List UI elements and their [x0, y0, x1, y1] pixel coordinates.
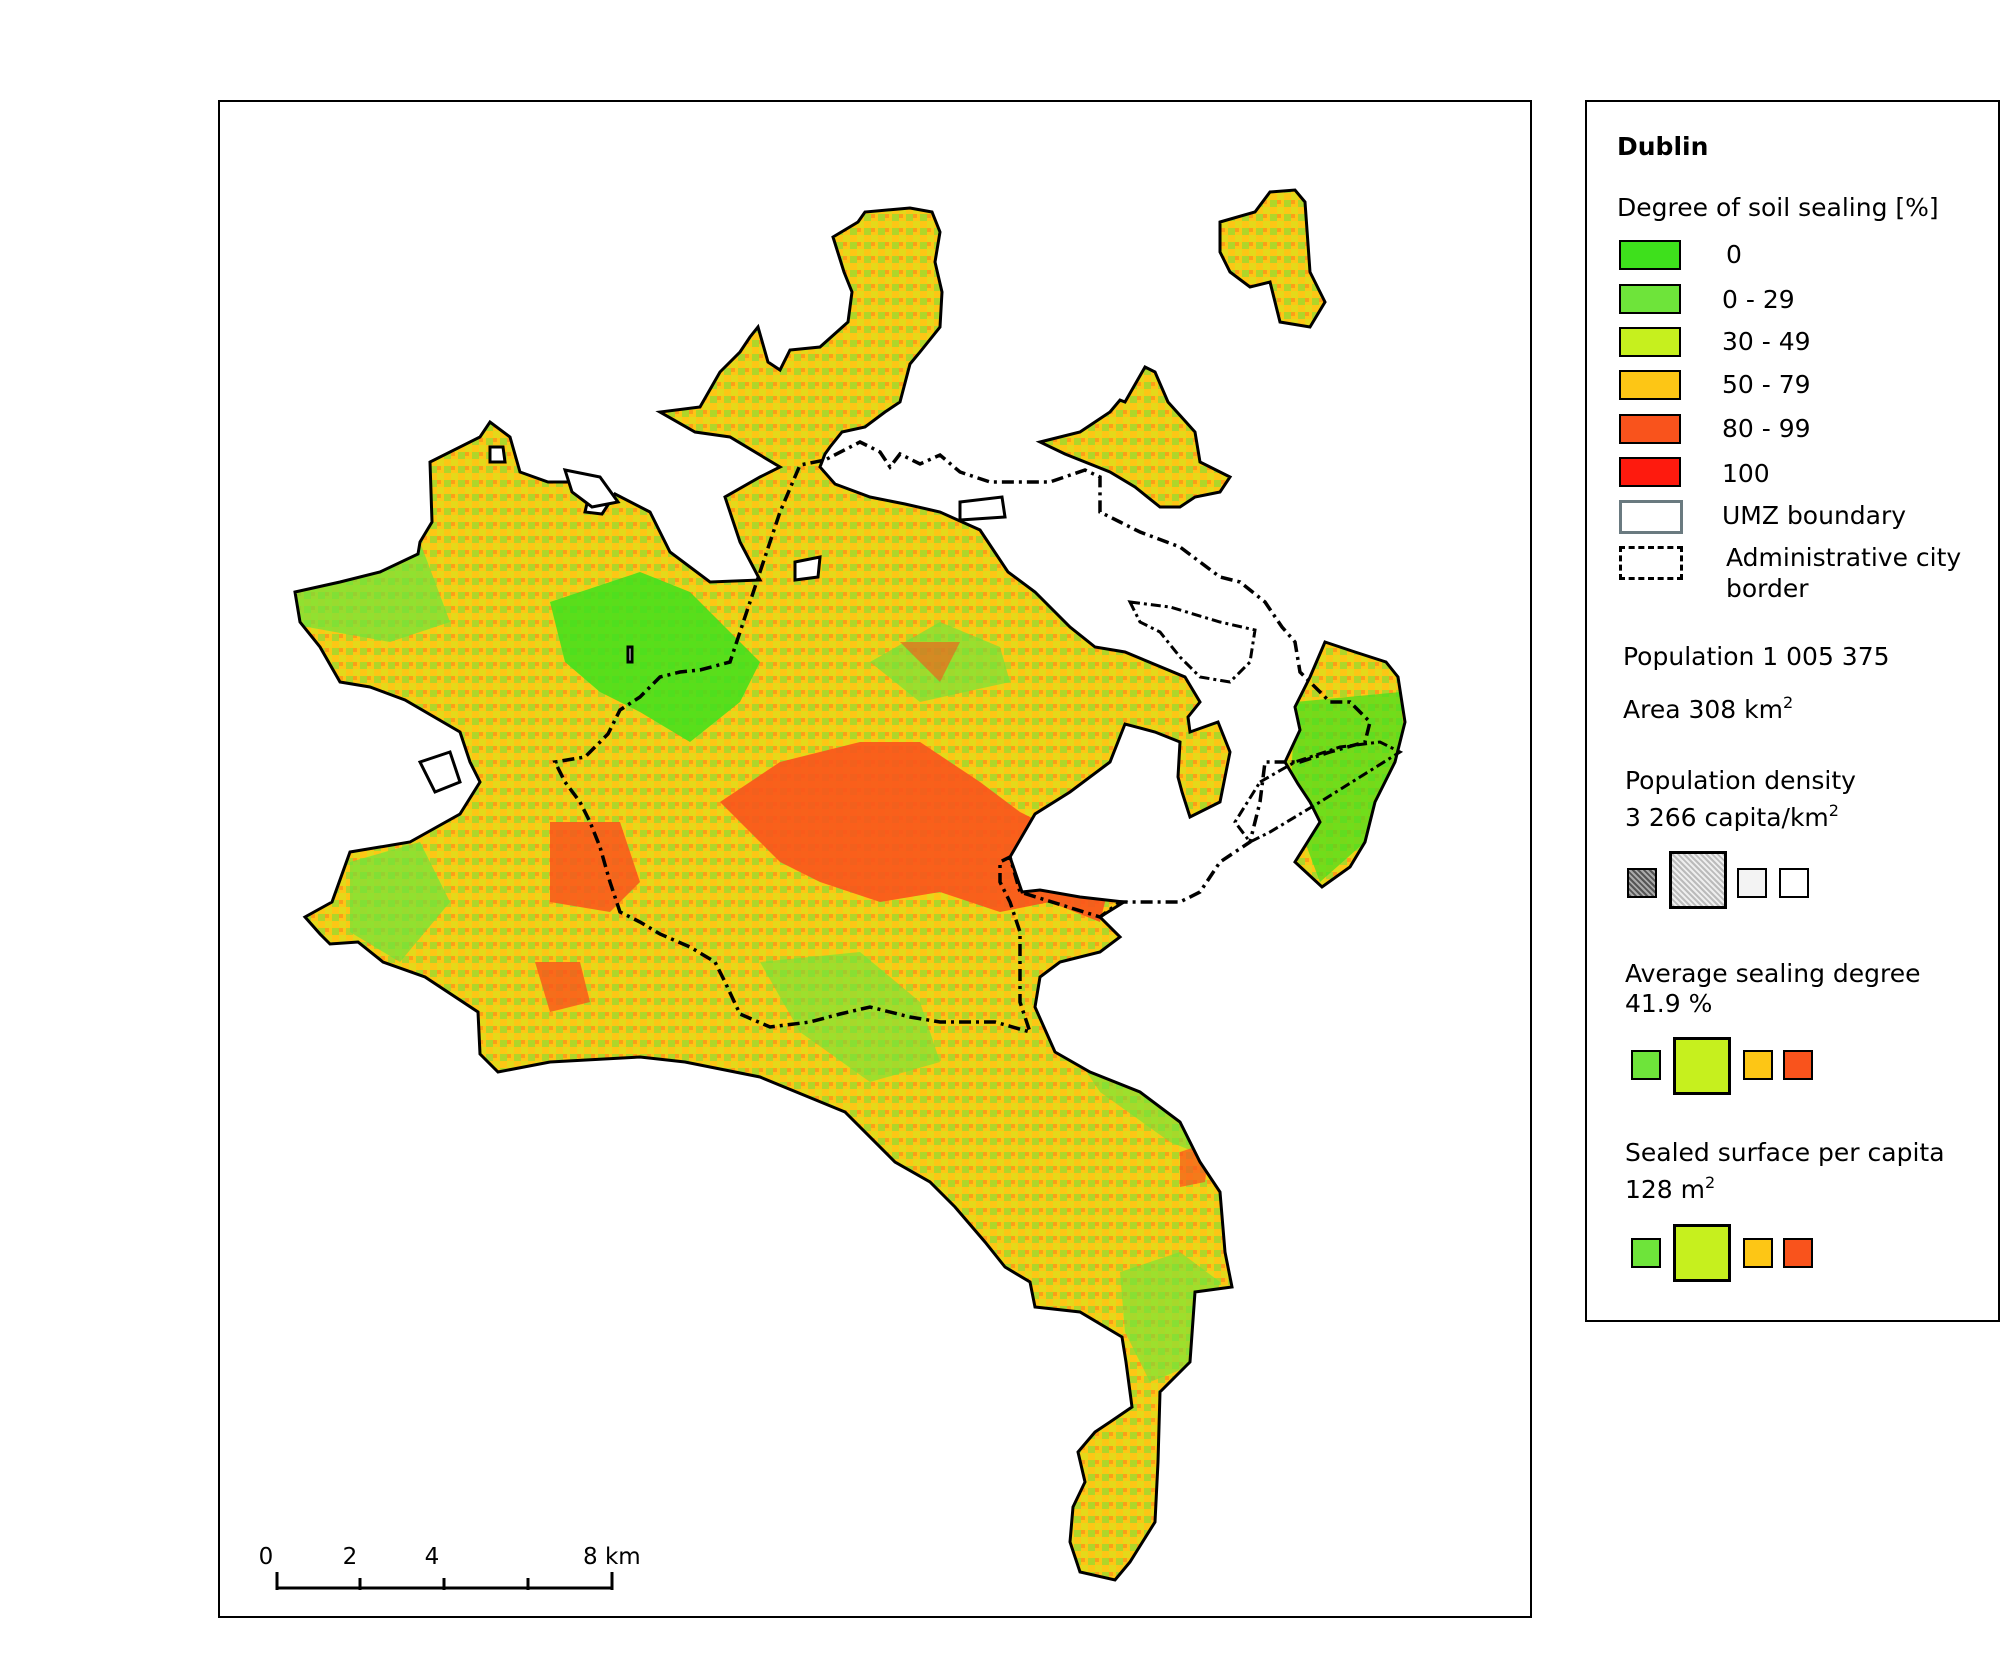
sealed-square-red [1783, 1238, 1813, 1268]
legend-sealing-title: Degree of soil sealing [%] [1617, 193, 1939, 222]
swatch-class-100 [1619, 457, 1681, 487]
avg-square-lime [1673, 1037, 1731, 1095]
umz-boundary-bay [1127, 600, 1404, 844]
sealed-square-orange [1743, 1238, 1773, 1268]
sealing-class-zones [295, 190, 1405, 1580]
density-square-4 [1779, 868, 1809, 898]
legend-panel: Dublin Degree of soil sealing [%] 0 0 - … [1585, 100, 2000, 1322]
avg-sealing-title: Average sealing degree [1625, 959, 1921, 988]
scale-label-4: 4 [425, 1544, 440, 1570]
swatch-class-30-49 [1619, 327, 1681, 357]
label-admin-border-1: Administrative city [1726, 543, 1962, 572]
swatch-admin-border [1619, 546, 1683, 580]
legend-city-title: Dublin [1617, 132, 1709, 161]
map-panel: 0 2 4 8 km [218, 100, 1532, 1618]
density-value: 3 266 capita/km2 [1625, 801, 1839, 832]
swatch-class-50-79 [1619, 370, 1681, 400]
label-class-0-29: 0 - 29 [1722, 285, 1795, 314]
avg-sealing-value: 41.9 % [1625, 989, 1713, 1018]
density-title: Population density [1625, 766, 1856, 795]
density-square-3 [1737, 868, 1767, 898]
density-square-1 [1627, 868, 1657, 898]
label-class-50-79: 50 - 79 [1722, 370, 1811, 399]
label-class-0: 0 [1726, 240, 1742, 269]
swatch-class-80-99 [1619, 414, 1681, 444]
scale-bar: 0 2 4 8 km [259, 1544, 641, 1590]
sealed-per-capita-title: Sealed surface per capita [1625, 1138, 1945, 1167]
sealed-per-capita-value: 128 m2 [1625, 1173, 1716, 1204]
map-canvas: 0 2 4 8 km [259, 188, 1407, 1590]
swatch-class-0 [1619, 240, 1681, 270]
scale-label-0: 0 [259, 1544, 274, 1570]
urban-sealing-area [293, 188, 1407, 1582]
swatch-umz-boundary [1619, 500, 1683, 534]
administrative-city-border [552, 440, 1372, 1035]
population-text: Population 1 005 375 [1623, 642, 1890, 671]
label-class-100: 100 [1722, 459, 1770, 488]
density-square-2 [1669, 851, 1727, 909]
sealed-square-lime [1673, 1224, 1731, 1282]
avg-square-green [1631, 1050, 1661, 1080]
area-text: Area 308 km2 [1623, 693, 1794, 724]
label-umz-boundary: UMZ boundary [1722, 501, 1907, 530]
avg-square-red [1783, 1050, 1813, 1080]
label-admin-border-2: border [1726, 574, 1809, 603]
swatch-class-0-29 [1619, 284, 1681, 314]
label-class-30-49: 30 - 49 [1722, 327, 1811, 356]
scale-label-8km: 8 km [583, 1544, 641, 1570]
avg-square-orange [1743, 1050, 1773, 1080]
label-class-80-99: 80 - 99 [1722, 414, 1811, 443]
sealed-square-green [1631, 1238, 1661, 1268]
non-urban-holes [417, 445, 1007, 794]
scale-label-2: 2 [343, 1544, 358, 1570]
